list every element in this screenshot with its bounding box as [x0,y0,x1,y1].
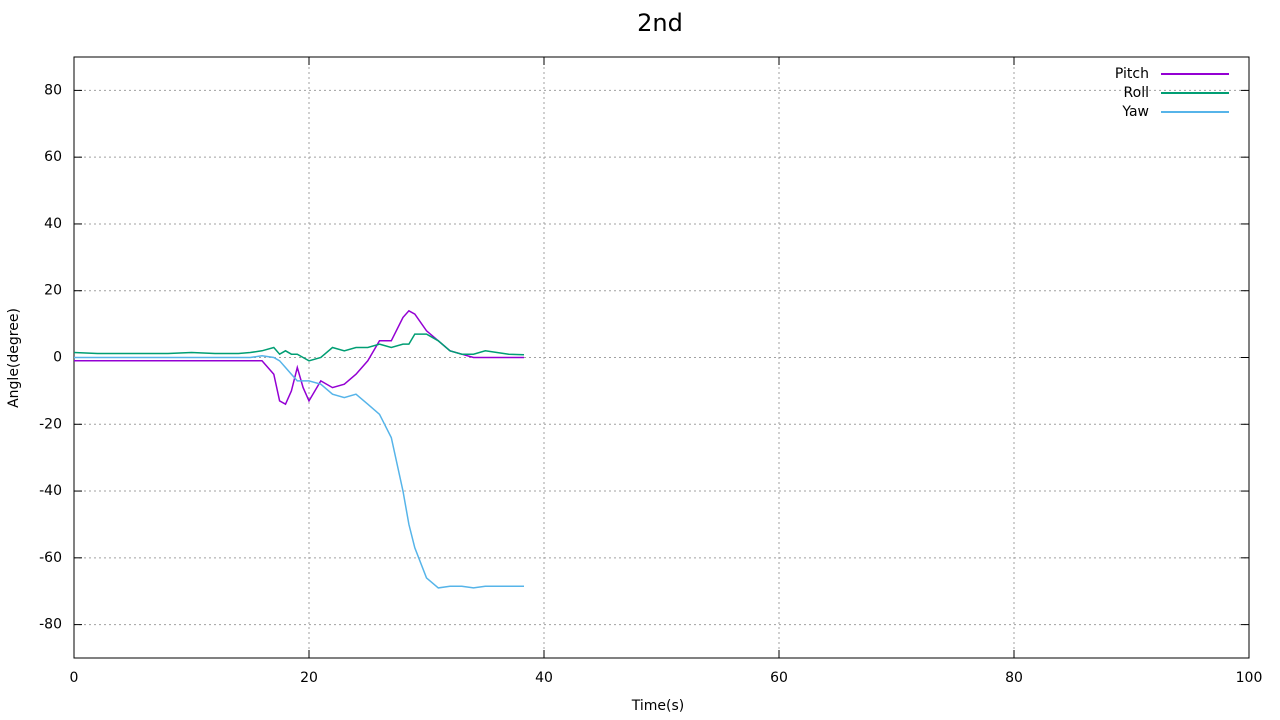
y-tick-label: 40 [44,216,62,232]
x-tick-label: 40 [535,670,553,686]
legend-label: Pitch [1115,66,1149,82]
y-tick-label: 80 [44,82,62,98]
x-axis-label: Time(s) [631,698,684,714]
chart-title: 2nd [637,9,683,37]
x-tick-label: 20 [300,670,318,686]
x-tick-label: 100 [1236,670,1263,686]
y-tick-label: 60 [44,149,62,165]
x-tick-label: 60 [770,670,788,686]
y-tick-label: -80 [39,617,62,633]
x-tick-label: 0 [70,670,79,686]
y-tick-label: -20 [39,416,62,432]
line-series [74,355,524,589]
legend-label: Roll [1124,85,1149,101]
line-series [73,333,525,362]
y-tick-label: -40 [39,483,62,499]
y-axis-label: Angle(degree) [6,308,22,408]
x-tick-label: 80 [1005,670,1023,686]
y-tick-label: -60 [39,550,62,566]
legend-label: Yaw [1121,104,1149,120]
y-tick-label: 0 [53,350,62,366]
y-tick-label: 20 [44,283,62,299]
